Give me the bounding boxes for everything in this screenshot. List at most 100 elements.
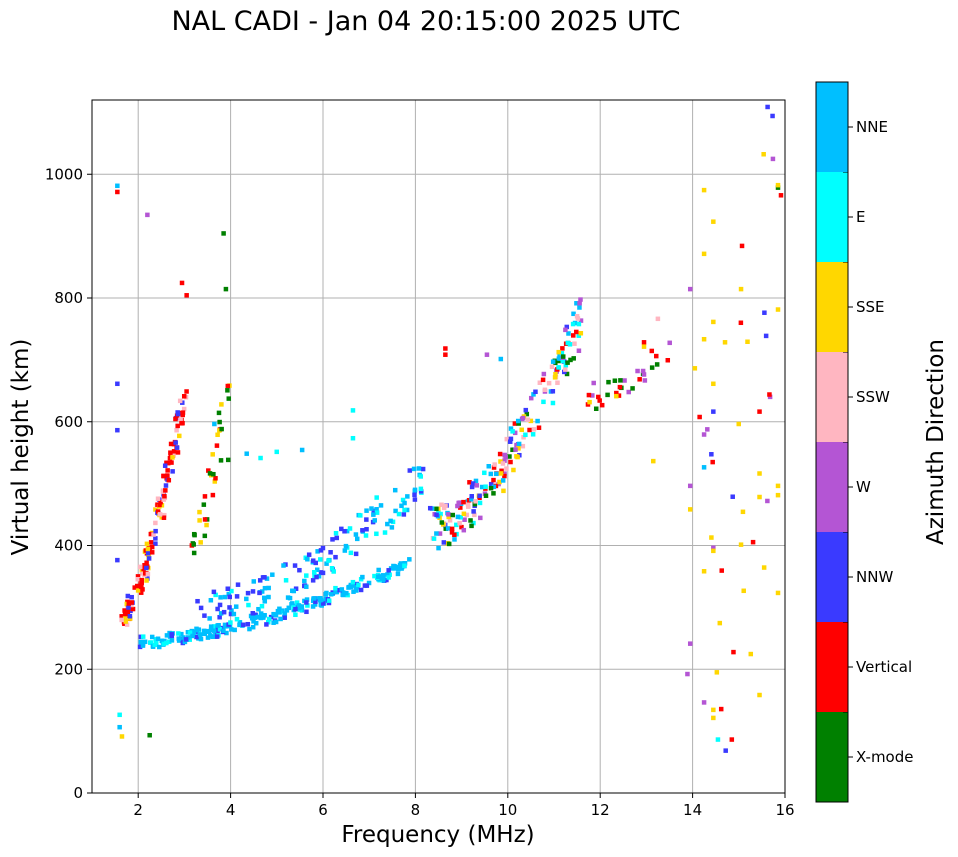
colorbar-category-label: SSW	[856, 388, 890, 406]
echo-point	[330, 537, 335, 542]
echo-point	[216, 410, 222, 416]
echo-point	[576, 333, 582, 338]
echo-point	[305, 603, 310, 608]
echo-point	[178, 417, 183, 422]
y-tick-label: 800	[54, 289, 83, 307]
echo-point	[729, 737, 735, 742]
echo-point	[142, 639, 148, 645]
echo-point	[364, 583, 370, 588]
echo-point	[202, 533, 208, 539]
echo-points	[115, 104, 784, 753]
echo-point	[736, 421, 741, 427]
echo-point	[250, 624, 256, 630]
echo-point	[469, 497, 474, 502]
echo-point	[166, 639, 172, 645]
echo-point	[353, 551, 359, 557]
echo-point	[119, 614, 124, 619]
echo-point	[257, 590, 262, 596]
echo-point	[155, 496, 161, 501]
echo-point	[213, 592, 218, 598]
echo-point	[550, 389, 556, 394]
chart-title: NAL CADI - Jan 04 20:15:00 2025 UTC	[171, 6, 681, 37]
echo-point	[329, 565, 335, 571]
echo-point	[449, 530, 455, 535]
echo-point	[606, 379, 611, 385]
echo-point	[302, 578, 307, 584]
echo-point	[369, 506, 374, 511]
echo-point	[504, 436, 510, 442]
echo-point	[388, 566, 394, 571]
echo-point	[722, 340, 728, 345]
echo-point	[531, 392, 536, 397]
echo-point	[483, 493, 489, 498]
echo-point	[461, 499, 466, 505]
echo-point	[715, 737, 721, 742]
echo-point	[651, 458, 656, 464]
echo-point	[523, 407, 529, 413]
echo-point	[348, 550, 354, 556]
echo-point	[314, 567, 320, 573]
echo-point	[767, 392, 772, 397]
echo-point	[514, 454, 519, 459]
echo-point	[198, 605, 204, 611]
echo-point	[157, 644, 162, 650]
y-tick-label: 200	[54, 660, 83, 678]
echo-point	[194, 626, 199, 632]
echo-point	[400, 497, 406, 503]
echo-point	[711, 219, 716, 224]
echo-point	[434, 531, 439, 536]
echo-point	[115, 557, 120, 563]
echo-point	[163, 488, 168, 493]
echo-point	[334, 535, 339, 541]
echo-point	[323, 591, 328, 597]
echo-point	[350, 408, 356, 413]
echo-point	[757, 409, 762, 414]
echo-point	[262, 575, 267, 580]
echo-point	[525, 417, 531, 422]
echo-point	[273, 613, 279, 618]
echo-point	[465, 501, 471, 507]
echo-point	[577, 305, 582, 310]
echo-point	[599, 402, 605, 408]
echo-point	[287, 595, 293, 601]
colorbar-segment	[816, 172, 848, 262]
echo-point	[170, 469, 175, 474]
echo-point	[354, 588, 359, 593]
echo-point	[197, 518, 202, 523]
echo-point	[344, 590, 349, 596]
echo-point	[563, 367, 568, 372]
x-tick-label: 4	[226, 801, 236, 819]
echo-point	[568, 357, 573, 363]
echo-point	[317, 597, 323, 603]
echo-point	[436, 545, 441, 551]
echo-point	[253, 620, 259, 626]
echo-point	[166, 477, 172, 483]
echo-point	[358, 513, 363, 518]
echo-point	[233, 604, 239, 609]
echo-point	[223, 624, 228, 629]
echo-point	[278, 616, 283, 622]
echo-point	[312, 602, 318, 607]
echo-point	[508, 436, 514, 442]
echo-point	[477, 493, 482, 499]
echo-point	[402, 507, 407, 513]
echo-point	[218, 458, 224, 463]
echo-point	[770, 156, 776, 162]
echo-point	[530, 432, 536, 437]
echo-point	[412, 487, 418, 493]
echo-point	[253, 612, 258, 618]
echo-point	[775, 483, 781, 489]
echo-point	[145, 212, 150, 218]
echo-point	[141, 566, 146, 572]
echo-point	[139, 571, 145, 576]
echo-point	[164, 633, 170, 638]
echo-point	[174, 427, 179, 433]
echo-point	[148, 531, 154, 537]
echo-point	[217, 428, 222, 433]
echo-point	[717, 620, 723, 626]
echo-point	[223, 286, 229, 292]
echo-point	[333, 585, 338, 591]
echo-point	[701, 465, 707, 470]
echo-point	[472, 501, 478, 507]
echo-point	[497, 451, 503, 457]
